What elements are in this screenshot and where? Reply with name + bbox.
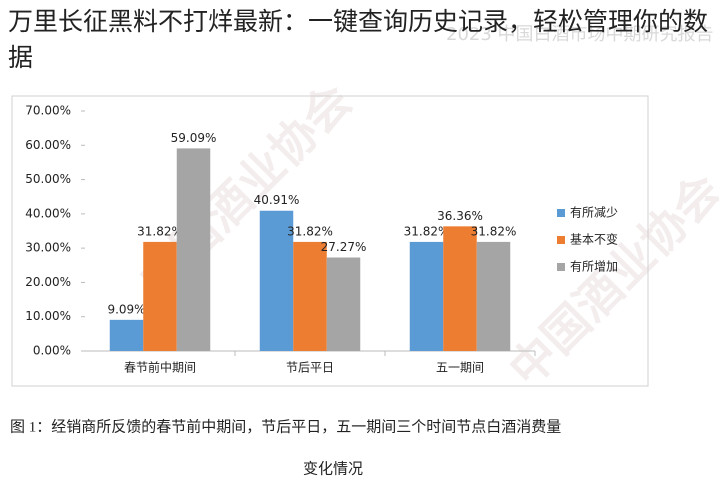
- legend-swatch: [557, 209, 565, 217]
- x-tick-label: 节后平日: [286, 361, 334, 375]
- value-label: 36.36%: [437, 209, 483, 223]
- bar: [409, 241, 444, 351]
- caption: 变化情况: [303, 460, 363, 477]
- caption: 图 1：经销商所反馈的春节前中期间，节后平日，五一期间三个时间节点白酒消费量: [10, 418, 561, 435]
- value-label: 59.09%: [171, 131, 217, 145]
- x-tick-label: 五一期间: [436, 361, 484, 375]
- value-label: 31.82%: [137, 224, 183, 238]
- legend-label: 有所增加: [570, 260, 618, 274]
- y-tick-label: 10.00%: [25, 309, 71, 323]
- value-label: 9.09%: [107, 302, 145, 316]
- bar: [143, 241, 177, 351]
- value-label: 31.82%: [287, 224, 333, 238]
- y-tick-label: 60.00%: [25, 138, 71, 152]
- bar: [326, 257, 361, 351]
- bar: [476, 241, 511, 351]
- y-tick-label: 40.00%: [25, 206, 71, 220]
- overlay-text: 2023 中国白酒市场中期研究报告: [446, 24, 714, 45]
- value-label: 27.27%: [321, 240, 367, 254]
- value-label: 31.82%: [404, 224, 450, 238]
- page-title: 万里长征黑料不打烊最新：一键查询历史记录，轻松管理你的数据: [8, 7, 709, 72]
- y-tick-label: 50.00%: [25, 172, 71, 186]
- bar: [109, 319, 144, 351]
- legend-label: 有所减少: [570, 206, 618, 220]
- y-tick-label: 20.00%: [25, 275, 71, 289]
- value-label: 40.91%: [254, 193, 300, 207]
- y-tick-label: 0.00%: [33, 344, 71, 358]
- chart-frame: [11, 95, 649, 387]
- y-tick-label: 30.00%: [25, 241, 71, 255]
- bar: [443, 226, 477, 351]
- bar: [176, 148, 211, 351]
- bar: [293, 241, 327, 351]
- legend-label: 基本不变: [570, 232, 618, 247]
- legend-swatch: [557, 263, 565, 271]
- value-label: 31.82%: [471, 224, 517, 238]
- legend-swatch: [557, 236, 565, 244]
- x-tick-label: 春节前中期间: [124, 360, 196, 375]
- watermark: 中国酒业协会: [498, 163, 719, 396]
- bar: [259, 210, 294, 351]
- y-tick-label: 70.00%: [25, 104, 71, 118]
